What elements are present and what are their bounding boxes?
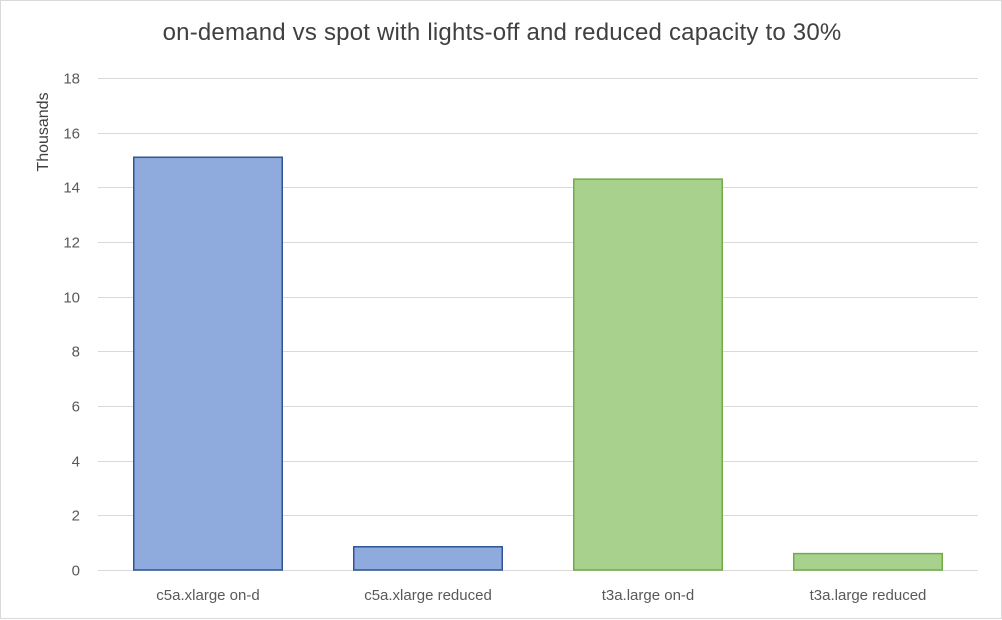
- bar: [353, 546, 503, 571]
- x-axis-ticks: c5a.xlarge on-d c5a.xlarge reduced t3a.lar…: [156, 587, 926, 604]
- y-axis-ticks: 0 2 4 6 8 10 12 14 16 18: [63, 71, 80, 580]
- y-tick-label: 14: [63, 180, 80, 197]
- x-tick-label: c5a.xlarge reduced: [364, 587, 492, 604]
- bars: [133, 156, 943, 571]
- bar: [573, 178, 723, 571]
- y-tick-label: 6: [72, 399, 80, 416]
- bar: [793, 552, 943, 571]
- y-tick-label: 16: [63, 126, 80, 143]
- x-tick-label: t3a.large on-d: [602, 587, 695, 604]
- y-tick-label: 10: [63, 290, 80, 307]
- y-tick-label: 4: [72, 454, 80, 471]
- bar: [133, 156, 283, 571]
- y-tick-label: 8: [72, 344, 80, 361]
- y-tick-label: 2: [72, 508, 80, 525]
- chart-title: on-demand vs spot with lights-off and re…: [162, 19, 842, 46]
- y-tick-label: 0: [72, 563, 80, 580]
- y-tick-label: 12: [63, 235, 80, 252]
- y-tick-label: 18: [63, 71, 80, 88]
- x-tick-label: c5a.xlarge on-d: [156, 587, 259, 604]
- x-tick-label: t3a.large reduced: [810, 587, 927, 604]
- y-axis-label: Thousands: [35, 92, 52, 171]
